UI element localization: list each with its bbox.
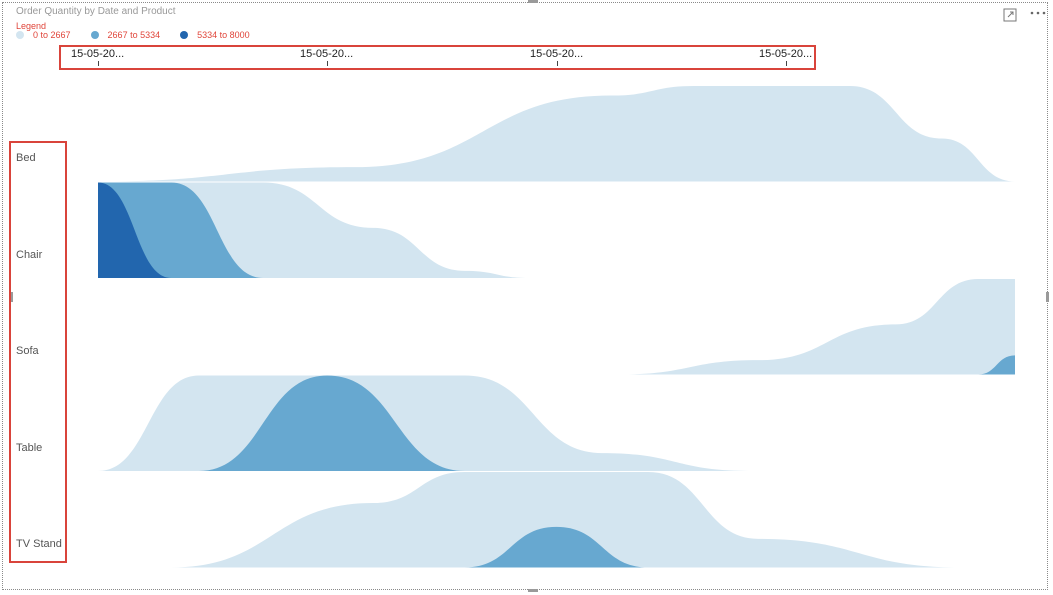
legend-swatch bbox=[16, 31, 24, 39]
area-band[interactable] bbox=[98, 182, 529, 278]
x-tick-mark bbox=[786, 61, 787, 66]
legend-label: 0 to 2667 bbox=[33, 30, 71, 40]
x-tick-label: 15-05-20... bbox=[759, 48, 813, 60]
x-tick-label: 15-05-20... bbox=[300, 48, 354, 60]
x-tick-mark bbox=[557, 61, 558, 66]
area-band[interactable] bbox=[171, 526, 960, 568]
series-row-sofa[interactable] bbox=[620, 279, 1015, 375]
legend-label: 5334 to 8000 bbox=[197, 30, 250, 40]
chart-title: Order Quantity by Date and Product bbox=[16, 6, 176, 17]
area-band[interactable] bbox=[620, 279, 1015, 375]
y-category-label: Table bbox=[16, 441, 43, 454]
y-axis-highlight bbox=[9, 141, 67, 563]
series-row-tv-stand[interactable] bbox=[171, 472, 960, 568]
resize-handle-left[interactable] bbox=[10, 292, 13, 302]
x-tick-mark bbox=[327, 61, 328, 66]
series-row-chair[interactable] bbox=[98, 182, 529, 279]
x-axis-highlight bbox=[59, 45, 816, 70]
area-band[interactable] bbox=[98, 375, 750, 472]
more-options-icon[interactable] bbox=[1030, 6, 1046, 21]
legend-swatch bbox=[90, 31, 99, 39]
area-band[interactable] bbox=[171, 472, 960, 568]
y-category-label: TV Stand bbox=[16, 538, 62, 550]
area-band[interactable] bbox=[98, 86, 1015, 182]
x-tick-label: 15-05-20... bbox=[71, 48, 125, 60]
y-category-label: Bed bbox=[16, 152, 36, 164]
legend-title: Legend bbox=[16, 21, 47, 31]
legend-item[interactable]: 5334 to 8000 bbox=[180, 30, 250, 40]
x-tick-label: 15-05-20... bbox=[530, 48, 584, 60]
resize-handle-top[interactable] bbox=[528, 0, 538, 3]
legend-swatch bbox=[180, 31, 189, 39]
legend-item[interactable]: 0 to 2667 bbox=[16, 30, 71, 40]
legend: 0 to 2667 2667 to 5334 5334 to 8000 bbox=[16, 30, 270, 40]
legend-label: 2667 to 5334 bbox=[107, 30, 161, 40]
legend-item[interactable]: 2667 to 5334 bbox=[90, 30, 161, 40]
series-row-table[interactable] bbox=[98, 375, 750, 472]
y-category-label: Chair bbox=[16, 248, 43, 261]
y-category-label: Sofa bbox=[16, 345, 39, 357]
series-row-bed[interactable] bbox=[98, 86, 1015, 182]
resize-handle-right[interactable] bbox=[1046, 292, 1049, 302]
x-tick-mark bbox=[98, 61, 99, 66]
resize-handle-bottom[interactable] bbox=[528, 589, 538, 592]
area-band[interactable] bbox=[98, 182, 529, 279]
focus-mode-icon[interactable] bbox=[1003, 8, 1017, 25]
